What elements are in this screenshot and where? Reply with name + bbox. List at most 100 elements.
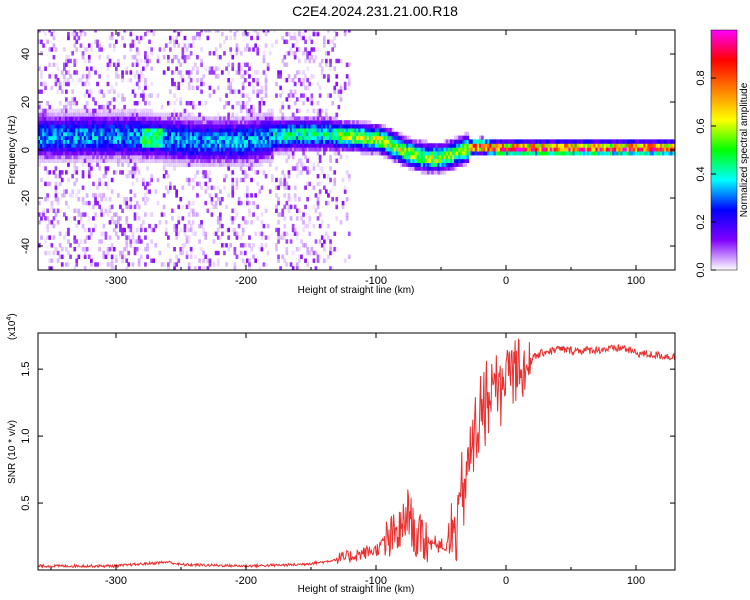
y-tick-label: 0.5 [20, 495, 32, 510]
heatmap-cell [358, 135, 361, 140]
heatmap-cell [177, 151, 181, 156]
heatmap-cell [146, 55, 149, 60]
heatmap-cell [119, 204, 122, 210]
heatmap-cell [639, 139, 642, 144]
heatmap-cell [491, 151, 495, 156]
heatmap-cell [104, 139, 108, 144]
heatmap-cell [289, 135, 293, 140]
heatmap-cell [206, 258, 210, 263]
heatmap-cell [239, 124, 243, 129]
heatmap-cell [287, 204, 291, 210]
heatmap-cell [298, 47, 301, 52]
heatmap-cell [295, 127, 299, 133]
heatmap-cell [110, 247, 114, 252]
heatmap-cell [262, 116, 266, 121]
heatmap-cell [121, 258, 124, 263]
heatmap-cell [293, 135, 297, 140]
heatmap-cell [65, 58, 68, 64]
heatmap-cell [198, 239, 201, 244]
heatmap-cell [287, 170, 291, 175]
heatmap-cell [352, 143, 355, 148]
heatmap-cell [387, 151, 391, 156]
heatmap-cell [67, 112, 70, 117]
heatmap-cell [135, 112, 139, 117]
heatmap-cell [87, 174, 91, 179]
heatmap-cell [241, 154, 245, 160]
heatmap-cell [212, 231, 216, 236]
heatmap-cell [204, 254, 208, 259]
heatmap-cell [135, 177, 139, 183]
heatmap-cell [214, 131, 218, 137]
heatmap-cell [277, 139, 280, 144]
heatmap-cell [551, 147, 555, 152]
heatmap-cell [112, 112, 116, 117]
heatmap-cell [56, 208, 60, 213]
heatmap-cell [210, 162, 214, 167]
heatmap-cell [356, 147, 359, 152]
heatmap-cell [277, 151, 280, 156]
heatmap-cell [387, 135, 391, 140]
heatmap-cell [335, 200, 339, 206]
heatmap-cell [451, 139, 455, 144]
heatmap-cell [341, 120, 345, 125]
heatmap-cell [54, 74, 58, 79]
heatmap-cell [310, 147, 314, 152]
heatmap-cell [204, 235, 208, 240]
heatmap-cell [254, 231, 257, 236]
heatmap-cell [366, 151, 370, 156]
heatmap-cell [266, 235, 270, 240]
heatmap-cell [48, 112, 52, 117]
heatmap-cell [460, 162, 463, 167]
heatmap-cell [63, 193, 66, 198]
heatmap-cell [231, 147, 235, 152]
heatmap-cell [98, 158, 101, 163]
heatmap-cell [183, 58, 187, 64]
heatmap-cell [279, 212, 282, 217]
heatmap-cell [167, 189, 170, 194]
heatmap-cell [281, 212, 285, 217]
heatmap-cell [314, 31, 318, 37]
heatmap-cell [75, 58, 79, 64]
heatmap-cell [271, 43, 274, 48]
heatmap-cell [150, 112, 153, 117]
heatmap-cell [310, 74, 314, 79]
heatmap-cell [150, 177, 153, 183]
heatmap-cell [422, 147, 426, 152]
heatmap-cell [277, 127, 280, 133]
heatmap-cell [131, 131, 135, 137]
heatmap-cell [250, 135, 253, 140]
heatmap-cell [601, 139, 605, 144]
heatmap-cell [135, 81, 139, 87]
heatmap-cell [150, 116, 153, 121]
heatmap-cell [38, 66, 41, 71]
heatmap-cell [79, 116, 83, 121]
heatmap-cell [248, 143, 251, 148]
heatmap-cell [347, 231, 351, 236]
heatmap-cell [285, 147, 289, 152]
heatmap-cell [308, 139, 312, 144]
heatmap-cell [435, 143, 438, 148]
heatmap-cell [241, 81, 245, 87]
heatmap-cell [632, 139, 636, 144]
heatmap-cell [558, 151, 561, 156]
heatmap-cell [387, 143, 391, 148]
heatmap-cell [231, 189, 235, 194]
heatmap-cell [210, 116, 214, 121]
heatmap-cell [248, 66, 251, 71]
heatmap-cell [610, 143, 613, 148]
heatmap-cell [231, 158, 235, 163]
heatmap-cell [221, 154, 224, 160]
heatmap-cell [52, 147, 56, 152]
heatmap-cell [71, 108, 74, 114]
heatmap-cell [320, 166, 324, 171]
heatmap-cell [481, 143, 484, 148]
heatmap-cell [133, 216, 137, 221]
heatmap-cell [156, 120, 160, 125]
heatmap-cell [90, 112, 93, 117]
heatmap-cell [44, 250, 47, 256]
heatmap-cell [60, 262, 64, 267]
heatmap-cell [85, 247, 89, 252]
heatmap-cell [231, 143, 235, 148]
heatmap-cell [156, 135, 160, 140]
heatmap-cell [115, 139, 118, 144]
